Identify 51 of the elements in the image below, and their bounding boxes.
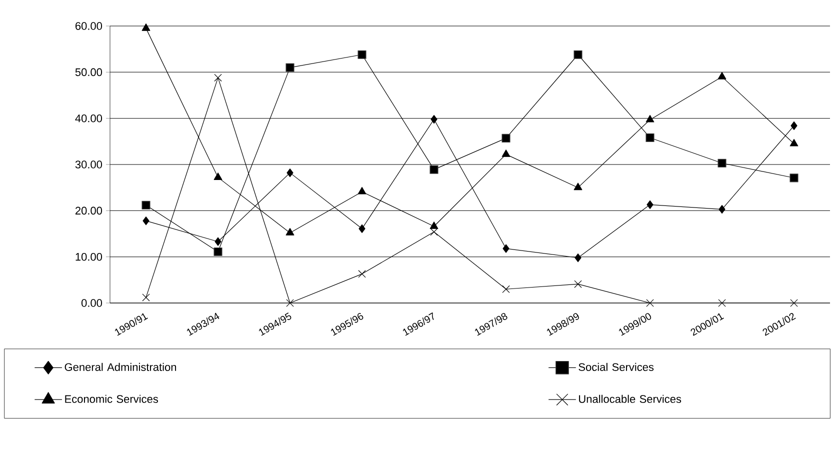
point [214, 247, 222, 256]
legend-label: General Administration [64, 362, 176, 371]
y-tick-label: 20.00 [75, 206, 102, 215]
point [430, 114, 438, 124]
point [646, 114, 654, 122]
point [286, 228, 294, 236]
point [286, 168, 294, 178]
point [718, 72, 726, 80]
point [286, 299, 294, 307]
point [286, 63, 294, 72]
point [430, 222, 438, 229]
point [790, 299, 798, 307]
point [214, 172, 222, 180]
y-tick-label: 0.00 [81, 299, 102, 307]
point [574, 253, 582, 262]
point [358, 186, 366, 194]
point [790, 121, 798, 130]
point [358, 224, 366, 233]
legend-label: Social Services [578, 362, 654, 371]
point [718, 204, 726, 214]
point [646, 133, 654, 142]
point [142, 216, 150, 226]
y-tick-label: 10.00 [76, 252, 102, 261]
point [142, 294, 150, 302]
point [358, 270, 366, 278]
point [502, 285, 510, 293]
point [574, 182, 582, 190]
point [142, 24, 150, 31]
point [574, 280, 582, 288]
y-tick-label: 40.00 [75, 114, 102, 122]
point [646, 299, 654, 307]
point [142, 200, 150, 210]
point [574, 50, 582, 59]
point [430, 228, 438, 236]
point [790, 174, 798, 182]
point [214, 74, 222, 82]
point [214, 237, 222, 246]
point [430, 165, 438, 174]
legend-label: Unallocable Services [579, 394, 682, 403]
legend-label: Economic Services [65, 394, 158, 403]
point [718, 158, 726, 168]
point [502, 150, 510, 157]
y-tick-label: 30.00 [75, 160, 102, 168]
y-tick-label: 60.00 [76, 22, 102, 30]
point [358, 50, 366, 59]
point [646, 200, 654, 209]
point [502, 134, 510, 142]
point [790, 138, 798, 146]
y-tick-label: 50.00 [75, 68, 102, 76]
point [718, 299, 726, 307]
point [502, 244, 510, 253]
